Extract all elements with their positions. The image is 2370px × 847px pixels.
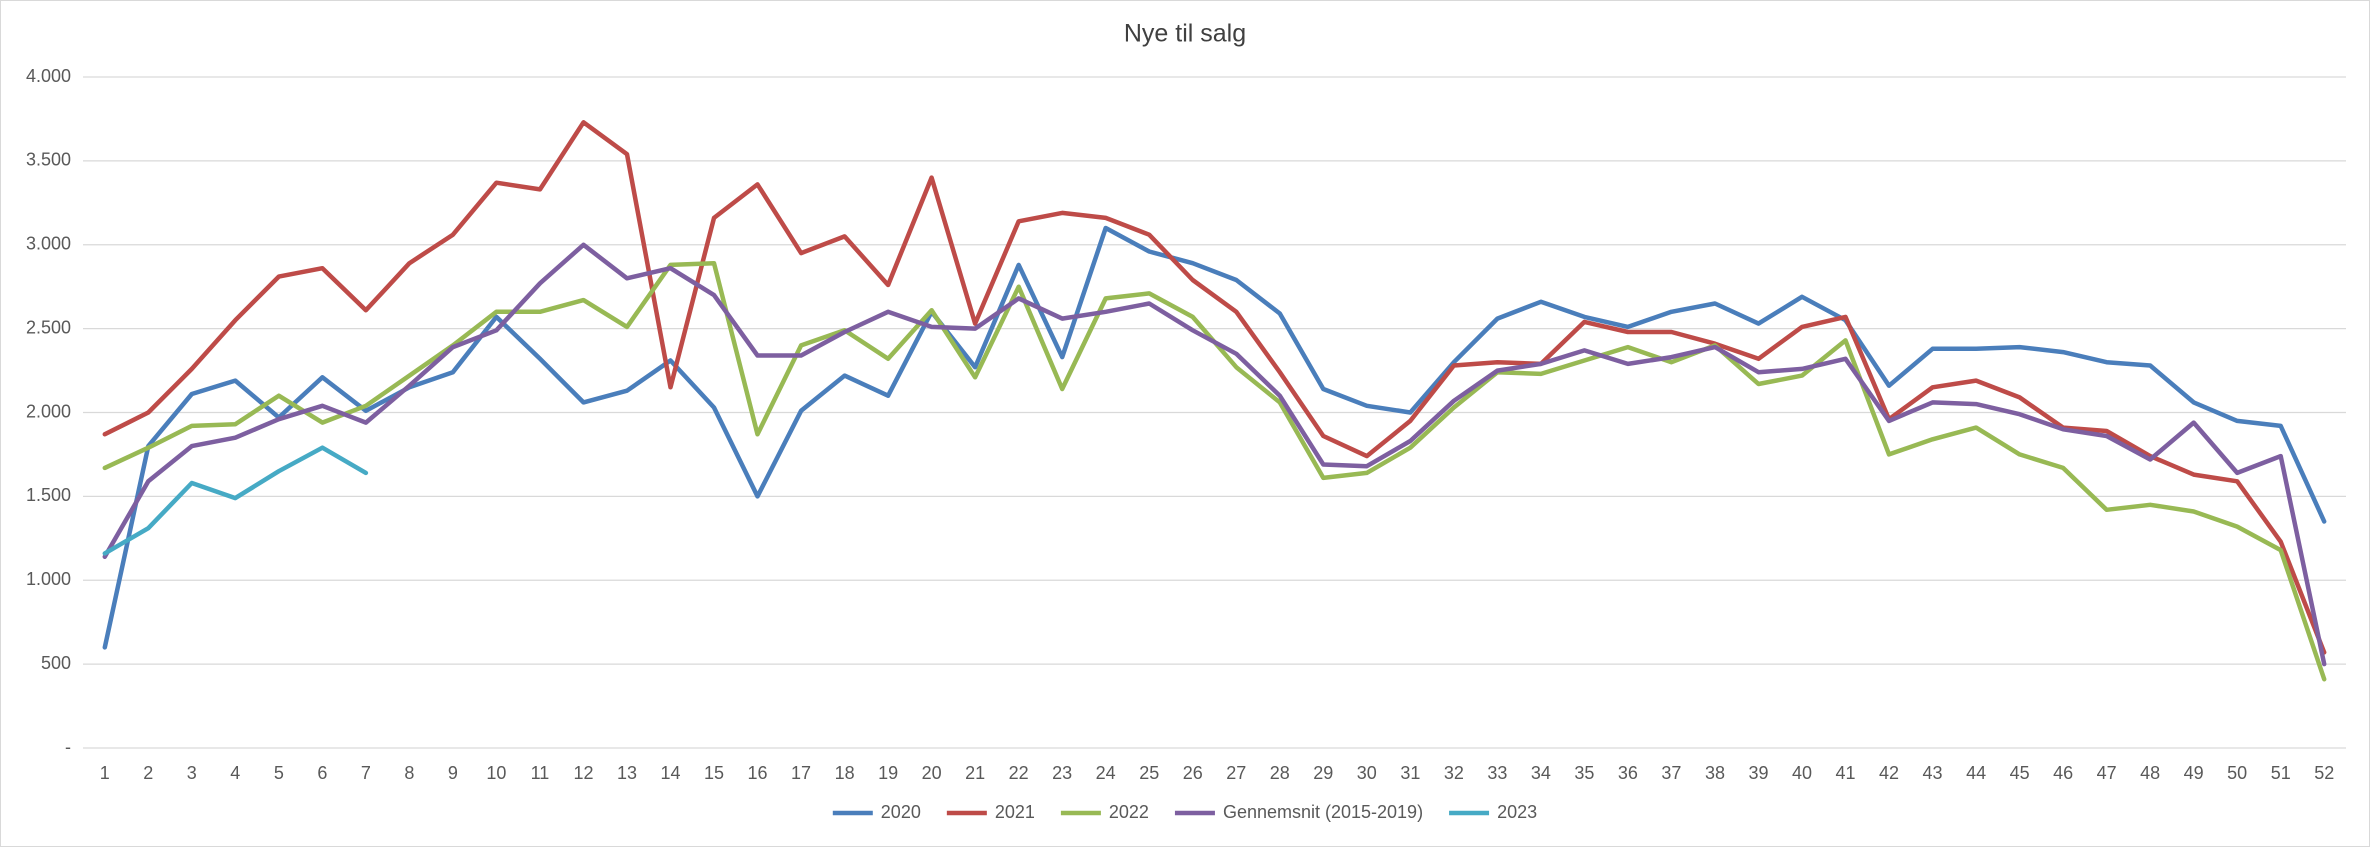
x-tick-label: 33 [1487, 763, 1507, 783]
x-tick-label: 28 [1270, 763, 1290, 783]
x-tick-label: 27 [1226, 763, 1246, 783]
x-tick-label: 4 [230, 763, 240, 783]
legend: 2020 2021 2022 Gennemsnit (2015-2019) 2023 [832, 802, 1537, 822]
legend-label: 2022 [1109, 802, 1149, 822]
y-tick-label: 1.500 [26, 485, 71, 505]
x-tick-label: 31 [1400, 763, 1420, 783]
x-tick-label: 42 [1879, 763, 1899, 783]
x-tick-label: 41 [1836, 763, 1856, 783]
legend-label: 2020 [881, 802, 921, 822]
x-tick-label: 45 [2010, 763, 2030, 783]
x-tick-label: 26 [1183, 763, 1203, 783]
x-tick-label: 29 [1313, 763, 1333, 783]
x-tick-label: 7 [361, 763, 371, 783]
x-tick-label: 52 [2314, 763, 2334, 783]
y-tick-label: 3.500 [26, 150, 71, 170]
x-tick-label: 15 [704, 763, 724, 783]
x-tick-label: 32 [1444, 763, 1464, 783]
x-tick-label: 23 [1052, 763, 1072, 783]
x-tick-label: 22 [1009, 763, 1029, 783]
x-tick-label: 46 [2053, 763, 2073, 783]
y-tick-label: 1.000 [26, 569, 71, 589]
x-tick-label: 13 [617, 763, 637, 783]
x-tick-label: 34 [1531, 763, 1551, 783]
x-tick-label: 1 [100, 763, 110, 783]
x-tick-label: 11 [531, 763, 550, 783]
x-tick-label: 9 [448, 763, 458, 783]
x-tick-label: 30 [1357, 763, 1377, 783]
series-line [102, 120, 2327, 655]
series-line [102, 225, 2327, 650]
x-tick-label: 51 [2271, 763, 2291, 783]
x-tick-label: 2 [143, 763, 153, 783]
x-tick-label: 36 [1618, 763, 1638, 783]
x-tick-label: 40 [1792, 763, 1812, 783]
x-tick-label: 5 [274, 763, 284, 783]
x-tick-label: 35 [1574, 763, 1594, 783]
chart-title: Nye til salg [1124, 20, 1246, 48]
x-tick-label: 20 [922, 763, 942, 783]
x-tick-label: 39 [1748, 763, 1768, 783]
y-tick-label: - [65, 737, 71, 757]
x-tick-label: 10 [486, 763, 506, 783]
legend-label: 2023 [1497, 802, 1537, 822]
x-tick-label: 6 [317, 763, 327, 783]
x-tick-label: 38 [1705, 763, 1725, 783]
y-tick-label: 2.000 [26, 401, 71, 421]
x-tick-label: 18 [835, 763, 855, 783]
legend-label: Gennemsnit (2015-2019) [1223, 802, 1423, 822]
x-tick-label: 50 [2227, 763, 2247, 783]
x-tick-label: 44 [1966, 763, 1986, 783]
x-tick-label: 37 [1661, 763, 1681, 783]
x-tick-label: 21 [965, 763, 985, 783]
y-tick-label: 500 [41, 653, 71, 673]
x-tick-label: 25 [1139, 763, 1159, 783]
y-tick-label: 4.000 [26, 66, 71, 86]
series-line [102, 445, 369, 556]
x-tick-label: 17 [791, 763, 811, 783]
x-tick-label: 48 [2140, 763, 2160, 783]
x-tick-label: 16 [748, 763, 768, 783]
x-tick-label: 47 [2097, 763, 2117, 783]
x-tick-label: 19 [878, 763, 898, 783]
series-line [102, 242, 2327, 667]
x-tick-label: 14 [660, 763, 680, 783]
x-tick-label: 43 [1923, 763, 1943, 783]
x-tick-label: 8 [404, 763, 414, 783]
y-tick-label: 2.500 [26, 317, 71, 337]
x-tick-label: 49 [2184, 763, 2204, 783]
legend-label: 2021 [995, 802, 1035, 822]
y-tick-label: 3.000 [26, 234, 71, 254]
x-tick-label: 24 [1096, 763, 1116, 783]
x-tick-label: 12 [573, 763, 593, 783]
x-tick-label: 3 [187, 763, 197, 783]
